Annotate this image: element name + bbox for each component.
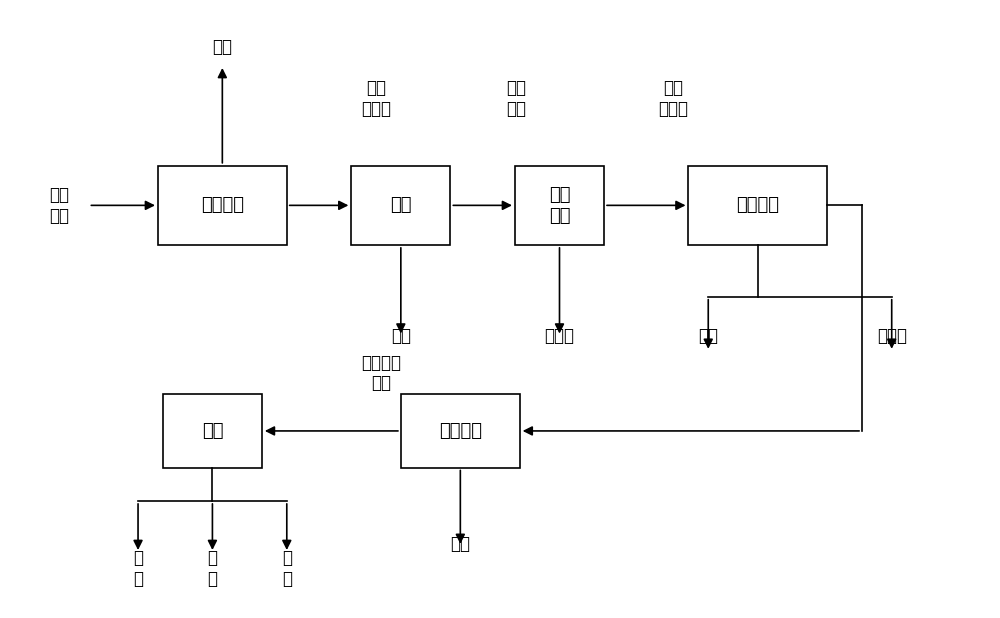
Bar	[158, 166, 287, 245]
Bar	[351, 166, 450, 245]
Text: 煤
油: 煤 油	[207, 549, 217, 588]
Text: 柴
油: 柴 油	[282, 549, 292, 588]
Text: 焦炭: 焦炭	[391, 328, 411, 345]
Text: 油水
混合物: 油水 混合物	[659, 79, 689, 118]
Text: 冷凝水: 冷凝水	[877, 328, 907, 345]
Text: 焦油: 焦油	[698, 328, 718, 345]
Text: 加氢精制
产物: 加氢精制 产物	[361, 353, 401, 392]
Text: 脱水干燥: 脱水干燥	[201, 197, 244, 214]
Text: 油水分离: 油水分离	[736, 197, 779, 214]
Text: 汽
油: 汽 油	[133, 549, 143, 588]
Text: 高温
油气: 高温 油气	[506, 79, 526, 118]
Bar	[401, 394, 520, 467]
Text: 微藻
污泥: 微藻 污泥	[49, 186, 69, 225]
Text: 加氢精制: 加氢精制	[439, 422, 482, 440]
Bar	[515, 166, 604, 245]
Text: 热解气: 热解气	[545, 328, 575, 345]
Text: 水分: 水分	[212, 38, 232, 56]
Bar	[688, 166, 827, 245]
Text: 干燥
混合物: 干燥 混合物	[361, 79, 391, 118]
Text: 分馏: 分馏	[202, 422, 223, 440]
Text: 热解: 热解	[390, 197, 412, 214]
Bar	[163, 394, 262, 467]
Text: 废水: 废水	[450, 535, 470, 552]
Text: 气液
分离: 气液 分离	[549, 186, 570, 225]
